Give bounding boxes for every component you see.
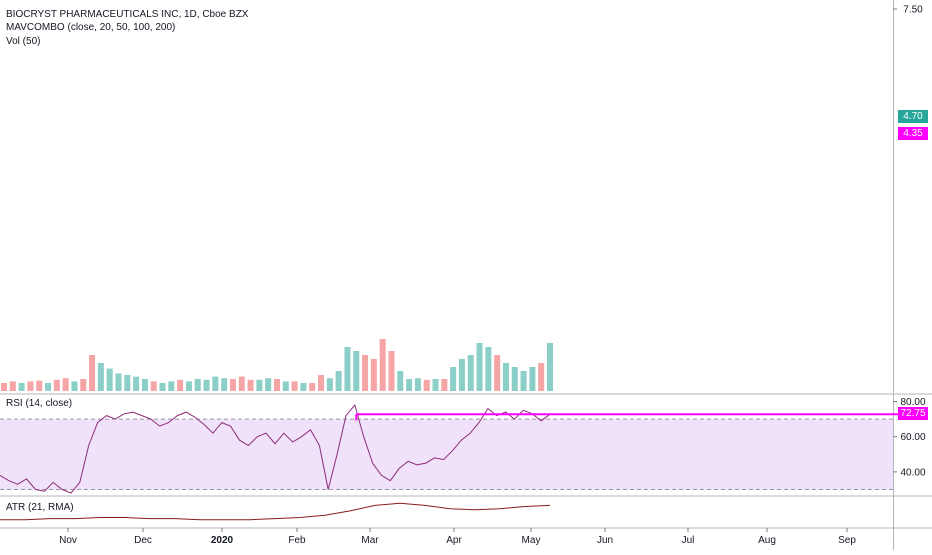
volume-bar xyxy=(450,367,457,391)
volume-bar xyxy=(168,381,175,391)
volume-bar xyxy=(379,339,386,391)
volume-bar xyxy=(106,368,113,391)
volume-bar xyxy=(27,381,34,391)
time-axis-label: May xyxy=(522,535,541,546)
volume-bar xyxy=(547,343,553,391)
volume-bar xyxy=(494,355,501,391)
legend-volume: Vol (50) xyxy=(6,36,41,47)
volume-bar xyxy=(388,351,395,391)
volume-bar xyxy=(141,379,148,391)
volume-bar xyxy=(256,379,263,391)
volume-bar xyxy=(265,378,272,391)
volume-bar xyxy=(212,376,219,391)
volume-bar xyxy=(36,380,43,391)
volume-bar xyxy=(326,378,333,391)
rsi-line xyxy=(0,403,551,494)
volume-bar xyxy=(150,381,157,391)
volume-bar xyxy=(282,381,289,391)
volume-bar xyxy=(511,367,518,391)
volume-bar xyxy=(362,355,369,391)
price-axis-label: 7.50 xyxy=(903,5,923,16)
volume-bar xyxy=(18,383,25,391)
volume-bar xyxy=(353,351,360,391)
rsi-axis-label: 60.00 xyxy=(900,432,925,443)
volume-bar xyxy=(45,383,52,391)
level-price-tag: 4.35 xyxy=(898,127,928,140)
atr-line xyxy=(0,502,551,521)
volume-bar xyxy=(309,383,316,391)
volume-bar xyxy=(397,371,404,391)
legend-atr: ATR (21, RMA) xyxy=(6,502,74,513)
volume-bar xyxy=(115,373,122,391)
volume-bar xyxy=(159,383,166,391)
volume-bar xyxy=(133,376,140,391)
volume-bar xyxy=(194,379,201,391)
volume-bar xyxy=(124,375,131,391)
volume-bar xyxy=(502,363,509,391)
last-price-tag: 4.70 xyxy=(898,110,928,123)
rsi-axis-label: 80.00 xyxy=(900,397,925,408)
volume-bar xyxy=(520,371,527,391)
volume-bar xyxy=(344,347,351,391)
time-axis-label: Dec xyxy=(134,535,152,546)
volume-bar xyxy=(291,381,298,391)
volume-bar xyxy=(89,355,96,391)
volume-bar xyxy=(221,378,228,391)
volume-bar xyxy=(432,379,439,391)
volume-bar xyxy=(423,379,430,391)
volume-bar xyxy=(406,379,413,391)
volume-bar xyxy=(53,379,60,391)
volume-bar xyxy=(476,343,483,391)
volume-bar xyxy=(318,375,325,391)
time-axis-label: Jun xyxy=(597,535,613,546)
volume-bar xyxy=(300,383,307,391)
volume-bar xyxy=(458,359,465,391)
volume-bar xyxy=(335,371,342,391)
volume-bar xyxy=(1,383,7,391)
volume-bar xyxy=(485,347,492,391)
time-axis-label: 2020 xyxy=(211,535,234,546)
volume-bar xyxy=(441,379,448,391)
rsi-band xyxy=(0,419,893,490)
volume-bar xyxy=(80,379,87,391)
legend-rsi: RSI (14, close) xyxy=(6,398,73,409)
volume-bar xyxy=(71,381,78,391)
time-axis-label: Jul xyxy=(682,535,695,546)
volume-bar xyxy=(9,381,16,391)
time-axis-label: Feb xyxy=(288,535,306,546)
volume-bar xyxy=(177,379,184,391)
legend-mavcombo: MAVCOMBO (close, 20, 50, 100, 200) xyxy=(6,22,176,33)
volume-bar xyxy=(238,376,245,391)
volume-bar xyxy=(414,378,421,391)
volume-bar xyxy=(97,363,104,391)
volume-bar xyxy=(370,359,377,391)
volume-bar xyxy=(529,367,536,391)
time-axis-label: Apr xyxy=(446,535,462,546)
volume-bar xyxy=(62,378,69,391)
time-axis-label: Nov xyxy=(59,535,77,546)
chart-title: BIOCRYST PHARMACEUTICALS INC, 1D, Cboe B… xyxy=(6,9,249,20)
time-axis-label: Sep xyxy=(838,535,856,546)
volume-bar xyxy=(185,381,192,391)
volume-bar xyxy=(203,379,210,391)
time-axis-label: Aug xyxy=(758,535,776,546)
volume-bar xyxy=(247,379,254,391)
rsi-last-tag: 72.75 xyxy=(898,407,928,420)
volume-bar xyxy=(229,379,236,391)
volume-bar xyxy=(274,379,280,391)
volume-bar xyxy=(538,363,545,391)
rsi-axis-label: 40.00 xyxy=(900,467,925,478)
time-axis-label: Mar xyxy=(361,535,379,546)
volume-bar xyxy=(467,355,474,391)
